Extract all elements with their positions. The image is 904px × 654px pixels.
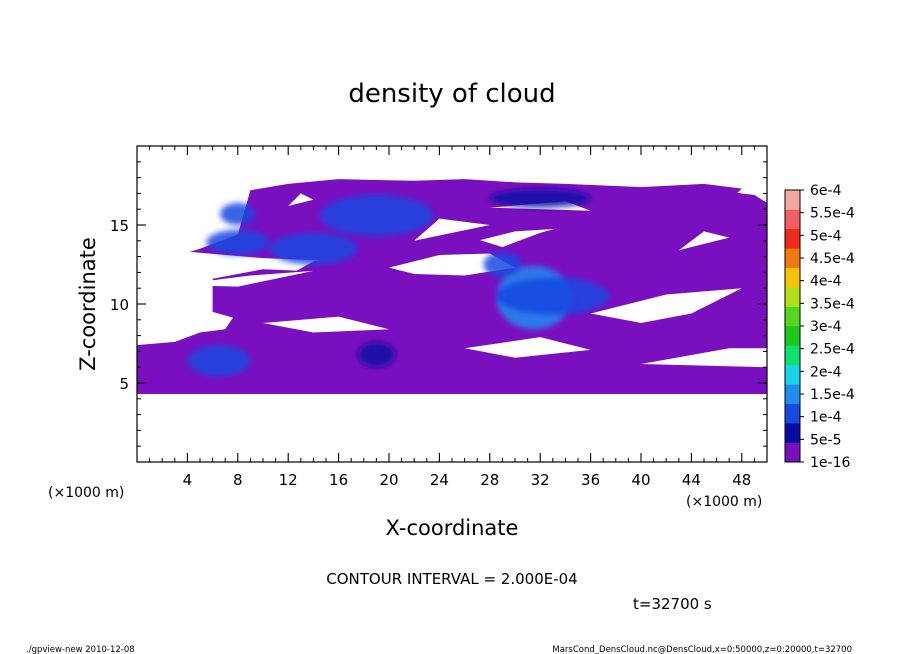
colorbar-label: 4.5e-4 — [810, 251, 855, 267]
density-feature-7 — [187, 345, 251, 377]
cloud-gap-6 — [678, 231, 730, 251]
x-tick-label: 16 — [329, 471, 348, 489]
density-feature-3 — [220, 202, 256, 225]
cloud-middle-body — [212, 259, 767, 360]
cloud-gap-1 — [174, 270, 314, 287]
x-unit-left: (×1000 m) — [48, 485, 124, 501]
colorbar-segment-3 — [785, 384, 800, 405]
cloud-gap-9 — [641, 348, 767, 368]
colorbar-label: 1e-4 — [810, 410, 842, 426]
colorbar-segment-11 — [785, 228, 800, 249]
x-axis-label: X-coordinate — [386, 516, 519, 540]
density-feature-0 — [319, 194, 434, 237]
colorbar-label: 5.5e-4 — [810, 206, 855, 222]
x-tick-label: 40 — [631, 471, 650, 489]
x-axis-ticks: 4 8 12 16 20 24 28 32 36 40 44 48 — [149, 146, 755, 489]
colorbar-segment-6 — [785, 326, 800, 346]
colorbar-segment-8 — [785, 287, 800, 307]
colorbar-label: 3.5e-4 — [810, 296, 855, 312]
density-feature-2 — [206, 229, 270, 256]
colorbar-label: 5e-5 — [810, 432, 841, 448]
footer-left: ./gpview-new 2010-12-08 — [26, 645, 135, 654]
cloud-gap-5 — [414, 218, 490, 241]
time-label: t=32700 s — [633, 595, 712, 613]
x-tick-label: 24 — [430, 471, 449, 489]
colorbar-label: 2e-4 — [810, 364, 842, 380]
x-unit-right: (×1000 m) — [686, 494, 762, 510]
colorbar-segment-4 — [785, 364, 800, 385]
density-feature-9 — [489, 188, 591, 208]
colorbar-segment-5 — [785, 345, 800, 366]
chart-title: density of cloud — [348, 79, 555, 109]
y-tick-label: 5 — [119, 375, 129, 393]
x-tick-label: 28 — [480, 471, 499, 489]
y-axis-ticks: 5 10 15 — [110, 161, 767, 447]
colorbar-segment-10 — [785, 248, 800, 269]
cloud-gap-0 — [389, 253, 515, 276]
colorbar-label: 1.5e-4 — [810, 387, 855, 403]
x-tick-label: 48 — [732, 471, 751, 489]
density-feature-1 — [269, 232, 358, 265]
cloud-gap-2 — [590, 288, 742, 323]
colorbar-label: 2.5e-4 — [810, 342, 855, 358]
x-tick-label: 12 — [279, 471, 298, 489]
colorbar-segment-12 — [785, 209, 800, 230]
colorbar-segment-0 — [785, 442, 800, 463]
y-axis-label: Z-coordinate — [76, 237, 100, 371]
cloud-gap-8 — [288, 193, 314, 207]
cloud-gap-4 — [263, 316, 389, 333]
colorbar-label: 6e-4 — [810, 183, 842, 199]
x-tick-label: 20 — [379, 471, 398, 489]
colorbar-label: 1e-16 — [810, 455, 850, 471]
x-tick-label: 8 — [233, 471, 243, 489]
colorbar-segment-9 — [785, 267, 800, 288]
colorbar-segment-2 — [785, 403, 800, 424]
density-feature-6 — [483, 251, 522, 278]
colorbar: 1e-16 5e-5 1e-4 1.5e-4 2e-4 2.5e-4 3e-4 3.5e-4 4… — [784, 183, 855, 471]
colorbar-label: 5e-4 — [810, 228, 842, 244]
footer-right: MarsCond_DensCloud.nc@DensCloud,x=0:5000… — [552, 645, 852, 654]
x-tick-label: 4 — [183, 471, 193, 489]
colorbar-segment-7 — [785, 306, 800, 327]
plot-area — [137, 179, 767, 395]
y-tick-label: 15 — [110, 217, 129, 235]
x-tick-label: 44 — [682, 471, 701, 489]
contour-interval-text: CONTOUR INTERVAL = 2.000E-04 — [326, 570, 577, 588]
colorbar-label: 3e-4 — [810, 319, 842, 335]
density-feature-8 — [357, 341, 396, 368]
colorbar-label: 4e-4 — [810, 274, 842, 290]
x-tick-label: 36 — [581, 471, 600, 489]
cloud-features — [187, 188, 610, 377]
density-feature-5 — [496, 277, 610, 316]
colorbar-segment-13 — [785, 190, 800, 210]
x-tick-label: 32 — [531, 471, 550, 489]
cloud-gap-3 — [464, 337, 591, 358]
y-tick-label: 10 — [110, 296, 129, 314]
colorbar-segment-1 — [785, 423, 800, 443]
